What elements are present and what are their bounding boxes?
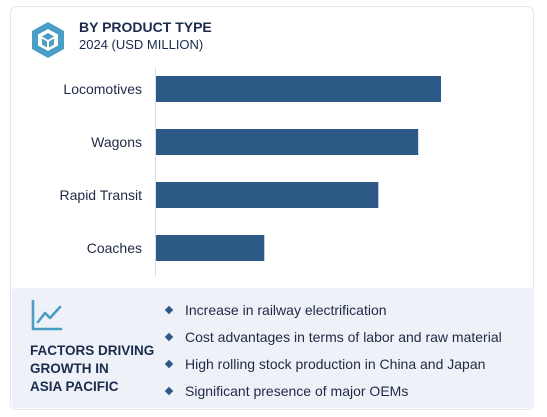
factor-list: Increase in railway electrification Cost… bbox=[164, 296, 502, 404]
bar-wagons bbox=[156, 129, 419, 155]
category-label: Rapid Transit bbox=[60, 187, 143, 203]
factor-item: Increase in railway electrification bbox=[164, 296, 502, 323]
category-label: Coaches bbox=[87, 240, 142, 256]
chart-subtitle: 2024 (USD MILLION) bbox=[79, 37, 204, 52]
diamond-bullet-icon bbox=[164, 332, 174, 341]
factor-item: Significant presence of major OEMs bbox=[164, 377, 502, 404]
bar-locomotives bbox=[156, 76, 441, 102]
factors-heading: FACTORS DRIVING GROWTH IN ASIA PACIFIC bbox=[30, 342, 170, 396]
factors-heading-line: GROWTH IN bbox=[30, 361, 109, 376]
trend-line-icon bbox=[31, 299, 63, 331]
category-label: Wagons bbox=[91, 134, 142, 150]
diamond-bullet-icon bbox=[164, 305, 174, 314]
factor-item: Cost advantages in terms of labor and ra… bbox=[164, 323, 502, 350]
cube-logo-icon bbox=[32, 22, 64, 58]
factor-item: High rolling stock production in China a… bbox=[164, 350, 502, 377]
bar-rapid-transit bbox=[156, 182, 379, 208]
category-label: Locomotives bbox=[63, 81, 142, 97]
factor-text: Significant presence of major OEMs bbox=[185, 382, 409, 399]
bar-coaches bbox=[156, 235, 265, 261]
factors-heading-line: FACTORS DRIVING bbox=[30, 343, 155, 358]
factor-text: Increase in railway electrification bbox=[185, 301, 387, 318]
factor-text: Cost advantages in terms of labor and ra… bbox=[185, 328, 502, 345]
bar-chart: Locomotives Wagons Rapid Transit Coaches bbox=[60, 68, 441, 276]
diamond-bullet-icon bbox=[164, 359, 174, 368]
factor-text: High rolling stock production in China a… bbox=[185, 355, 486, 372]
chart-title: BY PRODUCT TYPE bbox=[79, 19, 212, 35]
diamond-bullet-icon bbox=[164, 386, 174, 395]
factors-heading-line: ASIA PACIFIC bbox=[30, 379, 119, 394]
growth-factors-panel: FACTORS DRIVING GROWTH IN ASIA PACIFIC I… bbox=[12, 288, 534, 408]
